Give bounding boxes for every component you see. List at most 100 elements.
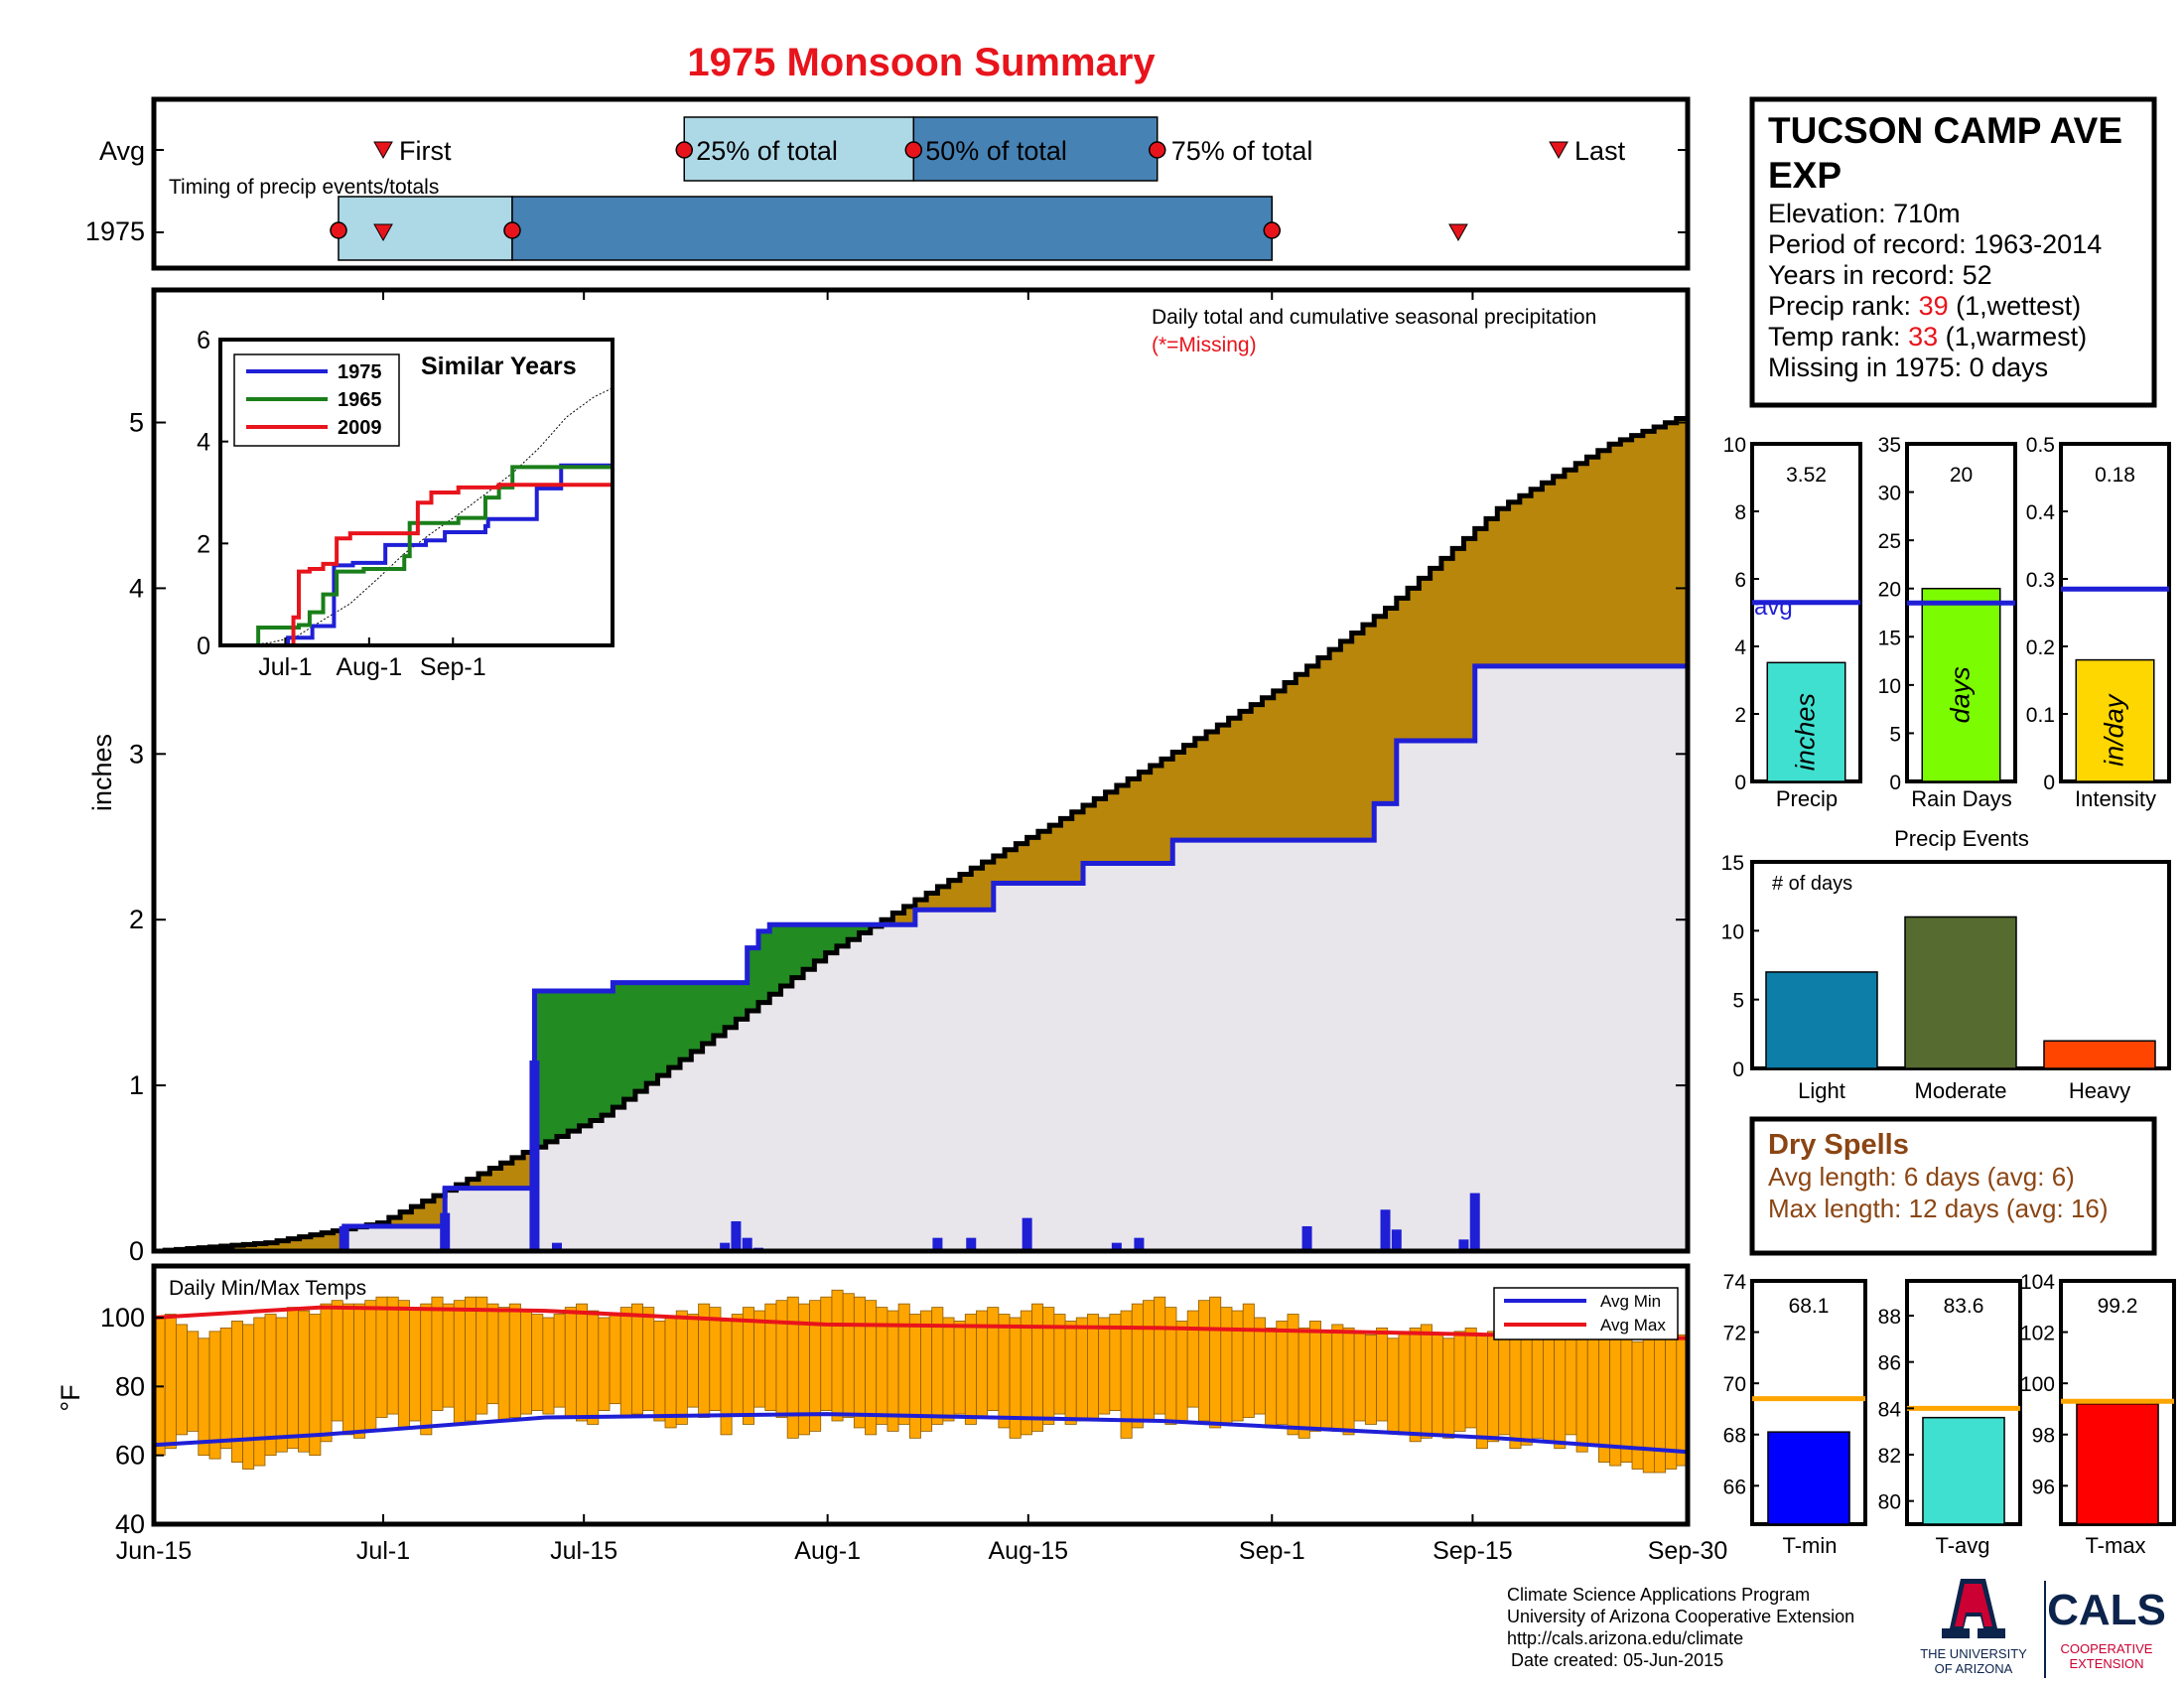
daily-temp-bar [420,1303,433,1436]
daily-temp-bar [598,1317,611,1411]
daily-precip-bar [440,1212,451,1251]
avg-first-marker [373,141,393,160]
mini-y-tick-label: 25 [1878,530,1901,553]
daily-temp-bar [1220,1307,1233,1425]
main-y-label: inches [87,734,117,811]
daily-precip-bar [1022,1217,1032,1251]
daily-temp-bar [1009,1317,1022,1439]
mini-y-tick-label: 4 [1734,636,1746,659]
inset-x-tick-label: Aug-1 [336,653,402,681]
temp-rank-value: 33 [1908,322,1938,352]
daily-temp-bar [1175,1321,1188,1422]
daily-temp-bar [1064,1321,1077,1425]
tavg-mini-chart: 83.6 80 82 84 86 88 [1878,1279,2022,1526]
x-tick-label: Jul-1 [356,1537,410,1565]
daily-temp-bar [553,1314,566,1408]
daily-precip-bar [1134,1237,1145,1251]
daily-temp-bar [1265,1328,1278,1429]
daily-temp-bar [820,1296,833,1411]
mini-y-tick-label: 35 [1878,434,1901,457]
main-y-tick-label: 2 [129,905,144,934]
daily-temp-bar [998,1314,1011,1429]
daily-temp-bar [1031,1303,1044,1432]
footer-credits: Climate Science Applications Program Uni… [1507,1585,1854,1670]
inset-legend-label-1975: 1975 [338,361,382,383]
events-y-tick-label: 5 [1732,990,1744,1013]
precip-total-mini-chart: 3.52 inches avg 0 2 4 6 8 10 [1723,434,1862,794]
daily-temp-bar [1353,1331,1366,1422]
daily-precip-bar [731,1220,742,1251]
avg-q2-band [912,116,1159,182]
dry-spells-avg: Avg length: 6 days (avg: 6) [1768,1162,2075,1192]
mini-y-tick-label: 0.3 [2026,569,2055,592]
mini-y-tick-label: 86 [1878,1352,1901,1375]
inset-y-tick-label: 2 [197,530,210,558]
mini-y-tick-label: 0 [1889,772,1901,794]
daily-precip-bar [1469,1193,1480,1251]
dry-spells-title: Dry Spells [1768,1129,1909,1161]
x-tick-label: Sep-15 [1433,1537,1513,1565]
temp-y-tick-label: 100 [100,1303,145,1333]
daily-temp-bar [431,1296,444,1411]
daily-temp-bar [1364,1334,1377,1425]
daily-temp-bar [731,1314,744,1415]
missing-note: (*=Missing) [1152,334,1257,356]
daily-temp-bar [164,1314,177,1450]
daily-precip-bar [551,1242,562,1251]
mini-y-tick-label: 80 [1878,1491,1901,1514]
daily-temp-bar [1197,1300,1210,1422]
daily-temp-bar [198,1337,210,1457]
daily-temp-bar [520,1310,533,1415]
inset-axes: 0 2 4 6 Jul-1 Aug-1 Sep-1 [197,327,486,681]
avg-p75-label: 75% of total [1171,136,1313,166]
daily-temp-bar [219,1328,232,1450]
daily-temp-bar [1320,1331,1333,1429]
mini-unit-text: inches [1791,693,1821,771]
avg-p50-marker [904,141,923,159]
daily-temp-bar [1475,1334,1488,1450]
tmin-mini-chart: 68.1 66 68 70 72 74 [1723,1271,1867,1526]
main-y-axis: 0 1 2 3 4 5 [129,408,1688,1266]
inset-legend-label-2009: 2009 [338,417,382,439]
events-y-label: # of days [1772,873,1852,895]
station-info-box: TUCSON CAMP AVE EXP Elevation: 710m Peri… [1749,96,2157,408]
x-tick-label: Jun-15 [116,1537,192,1565]
daily-temp-bar [887,1310,899,1432]
daily-temp-bar [1398,1331,1411,1436]
mini-y-tick-label: 100 [2020,1373,2055,1396]
footer-line4: Date created: 05-Jun-2015 [1511,1650,1723,1670]
daily-precip-bar [966,1237,977,1251]
mini-avg-label: avg [1754,594,1793,621]
avg-q1-band [683,116,915,182]
daily-temp-bar [1565,1337,1577,1436]
cumulative-1975-line [154,663,1688,1254]
daily-temp-bar [775,1300,788,1418]
daily-temp-bar [1143,1300,1156,1422]
daily-temp-bar [1297,1328,1310,1439]
precip-rank-value: 39 [1919,291,1949,321]
inset-y-tick-label: 6 [197,327,210,354]
university-of-arizona-logo: THE UNIVERSITY OF ARIZONA [1920,1579,2027,1676]
station-frame [1749,96,2157,408]
mini-y-tick-label: 0 [1734,772,1746,794]
daily-temp-bar [631,1303,644,1415]
mini-value-bar [1922,1416,2005,1525]
daily-temp-bar [686,1314,699,1408]
avg-p25-label: 25% of total [696,136,838,166]
daily-temp-bar [1276,1321,1289,1425]
daily-temp-bar [753,1310,766,1408]
daily-temp-bar [1308,1321,1321,1432]
mini-value-text: 3.52 [1786,464,1827,487]
daily-temp-bar [1498,1328,1511,1436]
daily-temp-chart: 40 60 80 100 Daily Min/Max Temps °F Avg Min… [56,1263,1691,1539]
main-plot-frame [151,287,1691,1254]
x-tick-label: Jul-15 [550,1537,617,1565]
coop-line2: EXTENSION [2069,1656,2143,1671]
intensity-mini-chart: 0.18 in/day 0 0.1 0.2 0.3 0.4 0.5 [2026,434,2171,794]
daily-precip-bar [932,1237,943,1251]
temp-y-label: °F [56,1384,85,1411]
mini-value-text: 83.6 [1944,1295,1984,1318]
daily-temp-bar [1509,1324,1522,1450]
year-p75-marker [1263,221,1282,239]
